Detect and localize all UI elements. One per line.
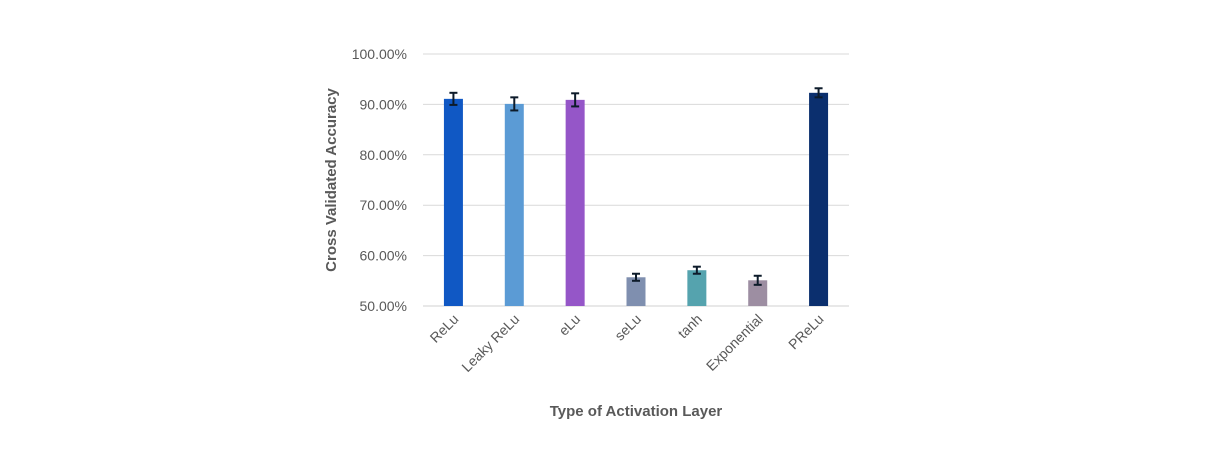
bar-leaky-relu: [504, 103, 524, 306]
bars: [443, 92, 829, 306]
y-tick-label: 70.00%: [360, 197, 407, 213]
error-bar: [510, 96, 519, 112]
error-bars: [449, 87, 823, 286]
x-tick-label: PReLu: [785, 311, 827, 353]
bar-prelu: [809, 92, 829, 306]
x-tick-label: eLu: [555, 311, 583, 339]
x-tick-label: seLu: [611, 311, 644, 344]
y-tick-label: 90.00%: [360, 96, 407, 112]
y-axis-title: Cross Validated Accuracy: [323, 87, 340, 271]
x-tick-label: ReLu: [427, 311, 462, 346]
y-tick-label: 80.00%: [360, 147, 407, 163]
error-bar: [814, 87, 823, 99]
gridlines: [423, 53, 849, 307]
bar-selu: [626, 277, 646, 306]
y-tick-label: 60.00%: [360, 248, 407, 264]
error-bar: [571, 92, 580, 108]
x-tick-label: Exponential: [703, 311, 766, 374]
bar-tanh: [687, 270, 707, 306]
error-bar: [753, 274, 762, 286]
bar-exponential: [748, 280, 768, 306]
y-axis-tick-labels: 50.00% 60.00% 70.00% 80.00% 90.00% 100.00%: [352, 46, 407, 314]
y-tick-label: 50.00%: [360, 298, 407, 314]
y-tick-label: 100.00%: [352, 46, 407, 62]
bar-relu: [443, 98, 463, 306]
x-tick-label: Leaky ReLu: [458, 311, 522, 375]
x-tick-label: tanh: [674, 311, 705, 342]
error-bar: [632, 272, 640, 282]
x-axis-title: Type of Activation Layer: [550, 403, 723, 420]
error-bar: [692, 265, 701, 275]
bar-elu: [565, 99, 585, 306]
error-bar: [449, 91, 458, 106]
